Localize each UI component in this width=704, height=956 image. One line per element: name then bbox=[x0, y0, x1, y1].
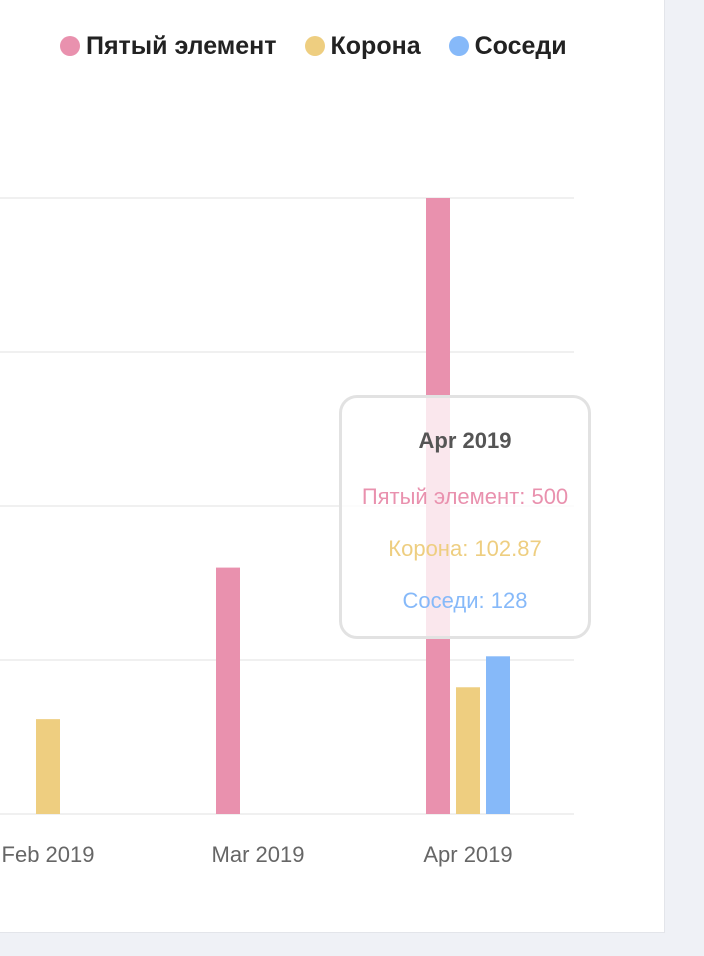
tooltip-row-korona: Корона: 102.87 bbox=[388, 536, 542, 561]
legend-label-korona: Корона bbox=[330, 31, 421, 60]
legend-label-sosedi: Соседи bbox=[474, 31, 567, 60]
bar-2-apr-2019 bbox=[456, 687, 480, 814]
chart-card: Пятый элемент Корона Соседи Feb 2019 Mar … bbox=[0, 0, 665, 933]
x-tick-label-1: Mar 2019 bbox=[212, 842, 305, 867]
tooltip-row-fifth-element: Пятый элемент: 500 bbox=[361, 484, 569, 509]
legend-item-korona[interactable]: Корона bbox=[304, 31, 421, 61]
legend-marker-fifth-element bbox=[60, 36, 80, 56]
chart-tooltip: Apr 2019 Пятый элемент: 500 Корона: 102.… bbox=[339, 395, 591, 639]
x-tick-label-2: Apr 2019 bbox=[423, 842, 512, 867]
chart-legend: Пятый элемент Корона Соседи bbox=[60, 30, 567, 62]
bar-3-apr-2019 bbox=[486, 656, 510, 814]
legend-label-fifth-element: Пятый элемент bbox=[86, 31, 277, 60]
tooltip-title: Apr 2019 bbox=[418, 428, 512, 453]
tooltip-row-sosedi: Соседи: 128 bbox=[402, 588, 528, 613]
legend-marker-sosedi bbox=[448, 36, 469, 56]
bar-2-feb-2019 bbox=[36, 719, 60, 814]
bar-1-mar-2019 bbox=[216, 567, 240, 814]
legend-marker-korona bbox=[304, 36, 325, 56]
legend-item-fifth-element[interactable]: Пятый элемент bbox=[60, 32, 277, 61]
x-tick-label-0: Feb 2019 bbox=[2, 842, 95, 867]
legend-item-sosedi[interactable]: Соседи bbox=[448, 31, 567, 61]
